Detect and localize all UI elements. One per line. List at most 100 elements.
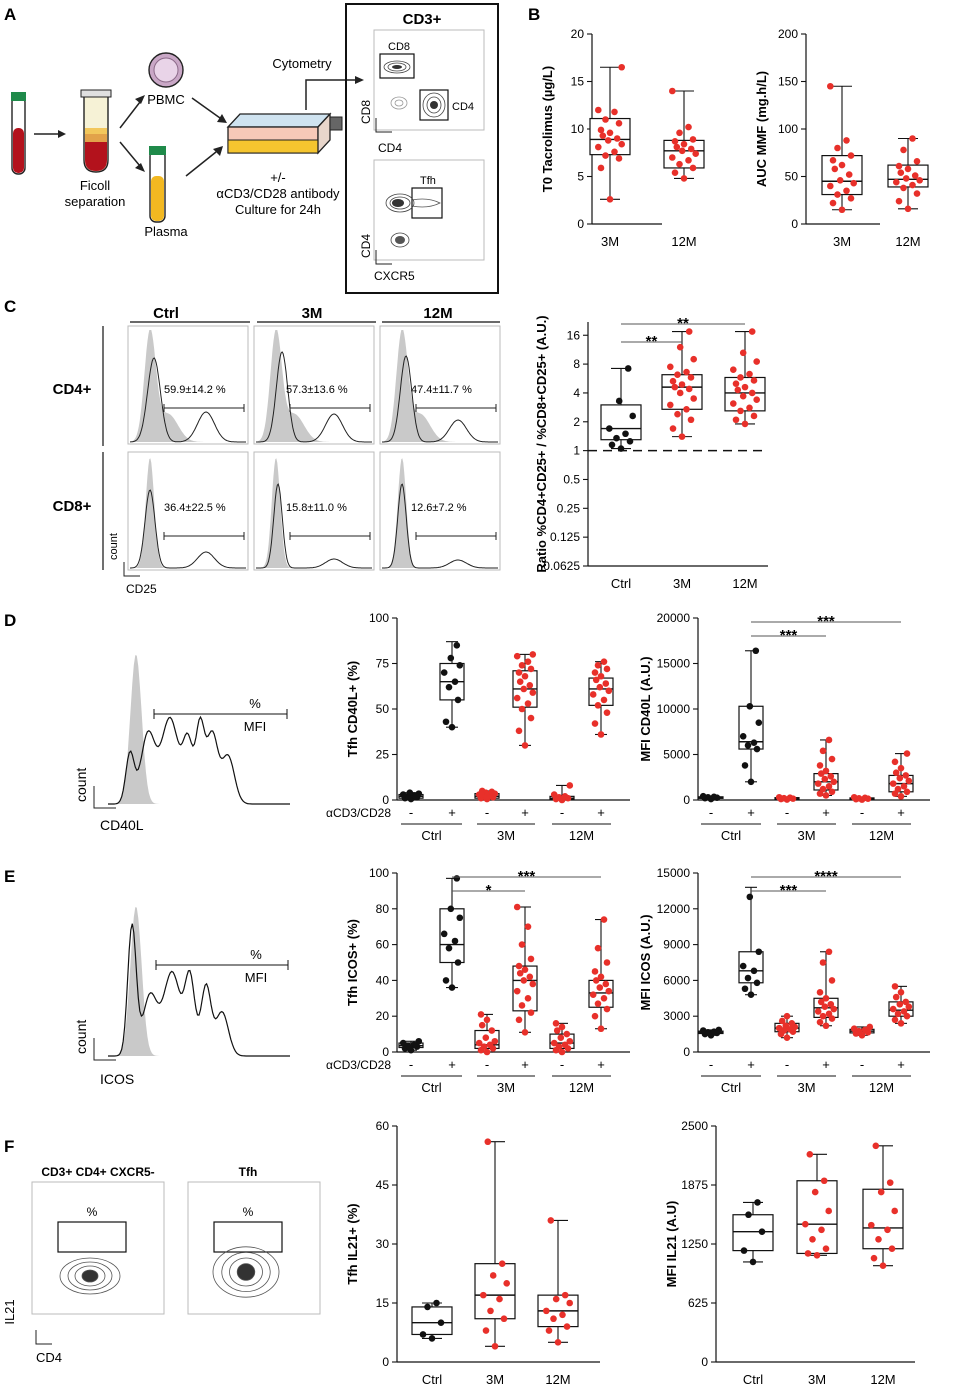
data-point [838,161,846,169]
data-point [428,1335,436,1342]
data-point [870,1254,878,1262]
hist-value-cd8-12m: 12.6±7.2 % [411,502,467,514]
chart-d1-stim-label: αCD3/CD28 [326,806,391,820]
data-point [879,1262,887,1270]
data-point [605,687,613,695]
data-point [909,181,916,189]
chart-c-category-label: 12M [732,576,757,591]
data-point [671,138,679,145]
data-point [554,1339,562,1346]
data-point [412,793,420,800]
data-point [891,1016,899,1024]
data-point [900,1008,908,1015]
cd4-gate [419,89,449,121]
data-point [676,129,683,137]
panel-letter-d: D [4,611,16,630]
chart-c-y-label: Ratio %CD4+CD25+ / %CD8+CD25+ (A.U.) [534,315,549,572]
data-point [521,1029,529,1036]
arrow-to-cytometry [305,79,356,110]
data-point [828,1015,836,1022]
data-point [617,445,625,452]
data-point [753,396,760,404]
data-point [828,755,836,763]
il21-plot2-gate-label: % [243,1205,254,1219]
histogram-line [256,351,372,443]
chart-e1-group-label: Ctrl [421,1080,441,1095]
chart-b1-tick-label: 0 [577,217,584,231]
plasma-label: Plasma [144,224,188,239]
cd4-negative-contour [390,232,410,248]
data-point [524,700,532,707]
data-point [602,116,609,123]
data-point [825,783,833,790]
data-point [685,385,693,393]
data-point [741,420,749,428]
hist-x-label: CD25 [126,582,157,596]
data-point [732,416,740,424]
chart-b2-tick-label: 200 [778,27,798,41]
data-point [486,1041,494,1049]
data-point [676,160,683,168]
data-point [788,1020,796,1027]
data-point [904,165,912,173]
data-point [678,381,686,388]
histogram-line [256,483,372,569]
data-point [786,794,794,802]
chart-b2-tick-label: 50 [785,170,799,184]
data-point [822,995,830,1002]
histogram-fill [256,330,372,442]
data-point [600,658,608,665]
chart-d2-stim-tick: + [897,805,905,820]
chart-e2-stim-tick: - [860,1057,864,1072]
data-point [521,966,529,973]
chart-d1-stim-tick: - [409,805,413,820]
chart-c: 0.0625 0.125 0.25 0.5 1 2 4 8 16 Ratio %CD4+CD25+… [534,315,768,591]
data-point [741,383,749,391]
data-point [454,696,462,704]
histogram-line [130,489,246,569]
data-point [827,82,834,90]
data-point [498,1260,506,1267]
chart-e1-stim-tick: - [560,1057,564,1072]
chart-d2-stim-tick: - [860,805,864,820]
hist-row-cd4: CD4+ [53,381,92,398]
cd8-gate [379,53,415,79]
data-point [543,1307,550,1315]
chart-e1-tick-label: 40 [376,973,390,987]
data-point [529,651,537,658]
chart-b2-tick-label: 150 [778,75,798,89]
data-point [591,720,599,727]
data-point [850,793,858,801]
icos-histogram: % MFI count ICOS [73,907,290,1087]
bottom-plot-x-label: CXCR5 [374,269,415,283]
chart-d2-box-2 [774,793,800,803]
data-point [547,1217,555,1224]
chart-d2-box-5 [888,750,914,800]
data-point [594,662,602,669]
data-point [827,1000,835,1008]
data-point [483,793,491,800]
data-point [629,412,636,420]
data-point [838,206,846,214]
data-point [611,148,618,156]
panel-letter-e: E [4,867,15,886]
chart-f2-box-0 [732,1199,774,1266]
chart-b1-tick-label: 15 [571,75,585,89]
data-point [889,1005,897,1013]
data-point [513,987,521,995]
data-point [600,696,608,704]
chart-e1-stim-tick: + [448,1057,456,1072]
data-point [597,164,605,172]
chart-e2-box-2 [774,1012,800,1041]
chart-b1-tick-label: 10 [571,122,585,136]
data-point [730,366,737,373]
cd8-population-contour [383,60,411,74]
data-point [527,955,535,963]
data-point [687,374,695,381]
chart-b1-box-0 [589,63,631,203]
data-point [482,1327,490,1334]
panel-letter-f: F [4,1137,14,1156]
data-point [692,150,699,157]
data-point [816,989,824,996]
il21-y-label: IL21 [2,1299,17,1324]
